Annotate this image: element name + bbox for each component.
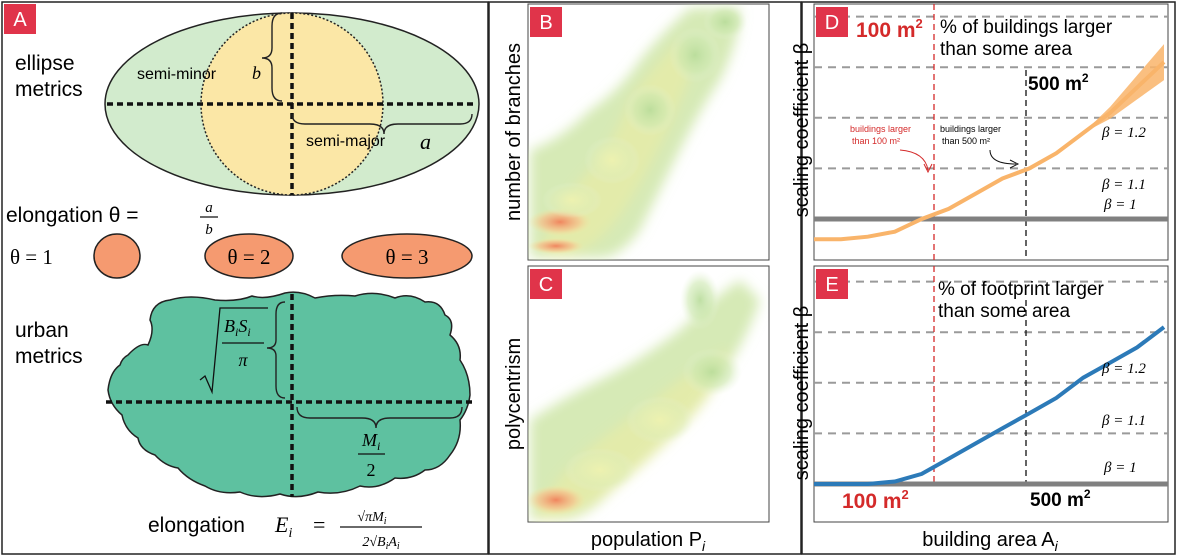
elongation-theta-label: elongation θ =: [6, 204, 139, 227]
panel-de: D 100 m2 % of buildings larger than some…: [791, 1, 1176, 555]
c-blob-4: [680, 270, 720, 330]
e-beta11-label: β = 1.1: [1101, 413, 1146, 429]
ellipse-metrics-label-1: ellipse: [15, 52, 75, 75]
semi-minor-label: semi-minor: [137, 66, 217, 83]
d-ann-500-1: buildings larger: [940, 124, 1001, 134]
theta2-shape: [204, 233, 294, 279]
panel-a-badge: [4, 4, 36, 34]
d-title-1: % of buildings larger: [940, 17, 1113, 38]
theta1-shape: [93, 233, 141, 279]
d-beta1-label: β = 1: [1103, 197, 1137, 213]
panel-c-badge: [530, 269, 562, 299]
ellipse-metrics-label-2: metrics: [15, 78, 83, 101]
e-beta1-label: β = 1: [1103, 460, 1137, 476]
panel-d-badge: [816, 7, 848, 37]
c-blob-1: [564, 448, 636, 492]
urban-brace-v: [266, 301, 286, 399]
b-blob-2: [584, 136, 640, 184]
urban-shape: [107, 291, 471, 498]
theta3-label: θ = 3: [386, 245, 429, 269]
panel-a-letter: A: [13, 9, 27, 31]
m-den: 2: [367, 460, 376, 480]
d-100m-label: 100 m2: [856, 16, 923, 42]
e-title-2: than some area: [938, 301, 1070, 322]
sqrt-radical: [199, 307, 268, 395]
brace-b: [261, 12, 283, 102]
urban-metrics-label-2: metrics: [15, 345, 83, 368]
semi-major-label: semi-major: [306, 133, 386, 150]
b-label: b: [252, 63, 261, 83]
c-blob-3: [682, 348, 742, 396]
panel-c-letter: C: [539, 274, 553, 296]
panel-c-heatmap: [528, 270, 760, 520]
b-blob-3: [624, 84, 676, 136]
panel-b-heatmap: [528, 4, 747, 258]
e-symbol: Ei: [274, 512, 292, 541]
c-hot-1: [528, 485, 586, 515]
c-blob-2: [626, 396, 694, 444]
d-500m-label: 500 m2: [1028, 71, 1089, 95]
panel-c-ylabel: polycentrism: [503, 338, 525, 450]
de-xlabel: building area Ai: [922, 529, 1058, 554]
b-blob-4: [669, 27, 721, 83]
panel-e-badge: [816, 269, 848, 299]
d-ann-100-arrow: [899, 149, 929, 171]
e-den: 2√BiAi: [362, 535, 400, 552]
panel-b-badge: [530, 7, 562, 37]
brace-a: [291, 113, 473, 135]
panel-a: A ellipse metrics semi-minor b semi-majo…: [1, 1, 489, 555]
e-title-1: % of footprint larger: [938, 279, 1104, 300]
d-ann-100-1: buildings larger: [850, 124, 911, 134]
panel-e-frame: [813, 265, 1169, 523]
e-eq: =: [313, 512, 325, 537]
d-ann-500-2: than 500 m²: [942, 136, 990, 146]
a-label: a: [420, 129, 431, 154]
panel-b-letter: B: [539, 12, 552, 34]
d-ylabel: scaling coefficient β: [791, 43, 813, 218]
panel-bc: B number of branches C polycentrism popu…: [488, 1, 802, 555]
d-beta11-label: β = 1.1: [1101, 177, 1146, 193]
d-ann-100-2: than 100 m²: [852, 136, 900, 146]
urban-brace-h: [296, 406, 463, 429]
e-beta12-label: β = 1.2: [1101, 361, 1146, 377]
b-hot-1: [528, 238, 584, 254]
panel-d-letter: D: [825, 12, 839, 34]
e-ylabel: scaling coefficient β: [791, 306, 813, 481]
frac-b: b: [205, 222, 213, 238]
d-beta12-label: β = 1.2: [1101, 125, 1146, 141]
panel-e-letter: E: [825, 274, 838, 296]
d-title-2: than some area: [940, 39, 1072, 60]
d-ann-100-arrowhead: [923, 163, 933, 174]
d-ann-500-arrowhead: [1009, 159, 1020, 169]
panel-bc-xlabel: population Pi: [591, 529, 706, 554]
theta3-shape: [341, 233, 473, 279]
m-num: Mi: [361, 430, 380, 453]
panel-b-ylabel: number of branches: [503, 43, 525, 221]
b-blob-5: [703, 4, 747, 40]
d-curve: [814, 60, 1166, 242]
e-curve: [814, 325, 1166, 486]
frac-a: a: [205, 200, 213, 216]
urban-metrics-label-1: urban: [15, 319, 69, 342]
sqrt-den-pi: π: [238, 350, 248, 370]
panel-e-gridlines: [814, 280, 1168, 435]
e-100m-label: 100 m2: [842, 487, 909, 513]
d-confidence-band: [1083, 44, 1164, 133]
d-ann-500-arrow: [989, 149, 1017, 165]
sqrt-num-B: BiSi: [224, 316, 251, 339]
e-500m-label: 500 m2: [1030, 487, 1091, 511]
theta1-label: θ = 1: [10, 245, 53, 269]
elongation-e-label: elongation: [148, 514, 245, 537]
e-num: √πMi: [357, 510, 386, 527]
b-blob-1: [542, 182, 602, 218]
theta2-label: θ = 2: [228, 245, 271, 269]
